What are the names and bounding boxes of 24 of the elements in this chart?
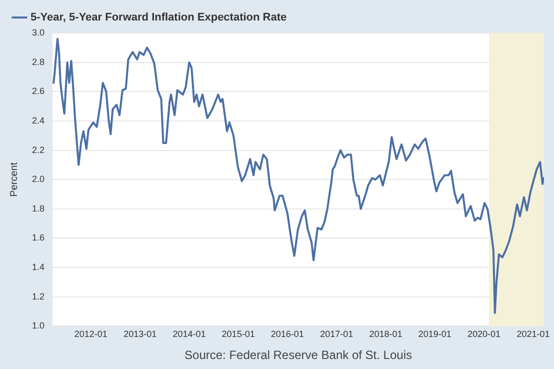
x-tick-label: 2019-01 xyxy=(418,329,452,340)
y-tick-label: 2.8 xyxy=(32,56,45,67)
x-tick-label: 2018-01 xyxy=(369,329,402,340)
x-tick-label: 2014-01 xyxy=(172,329,206,340)
x-tick-label: 2021-01 xyxy=(516,329,550,340)
x-tick-label: 2012-01 xyxy=(74,329,108,340)
y-tick-label: 2.0 xyxy=(32,174,45,184)
x-tick-label: 2013-01 xyxy=(124,329,157,340)
source-note: Source: Federal Reserve Bank of St. Louis xyxy=(184,348,412,362)
y-tick-label: 1.4 xyxy=(32,262,45,272)
x-tick-label: 2020-01 xyxy=(467,329,501,340)
y-tick-label: 1.6 xyxy=(32,232,45,243)
y-tick-label: 2.2 xyxy=(32,144,45,155)
legend-label: 5-Year, 5-Year Forward Inflation Expectation Rate xyxy=(30,12,287,24)
y-tick-label: 1.8 xyxy=(32,203,45,214)
y-tick-label: 2.4 xyxy=(32,115,45,126)
x-tick-label: 2017-01 xyxy=(320,329,354,340)
y-tick-label: 3.0 xyxy=(32,27,45,38)
y-tick-label: 1.2 xyxy=(32,291,45,302)
y-tick-label: 2.6 xyxy=(32,86,45,96)
x-tick-label: 2016-01 xyxy=(270,329,304,340)
x-tick-label: 2015-01 xyxy=(222,329,255,340)
y-tick-label: 1.0 xyxy=(32,320,45,331)
y-axis-title: Percent xyxy=(8,162,20,197)
